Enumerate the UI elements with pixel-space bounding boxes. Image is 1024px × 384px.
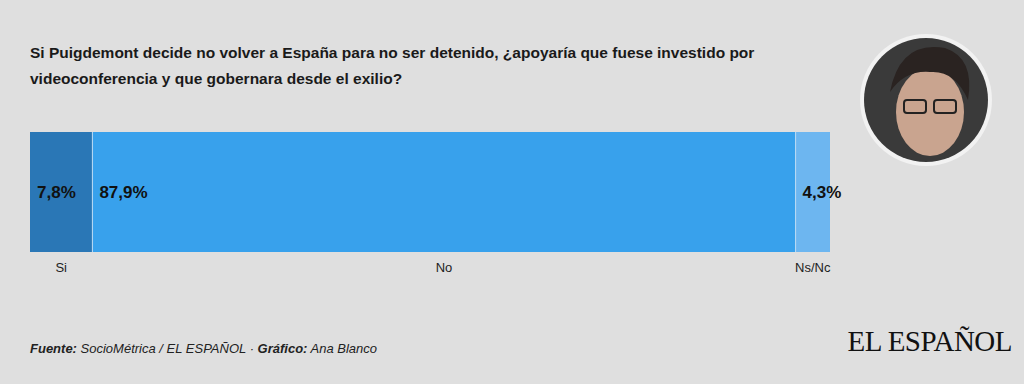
segment-name: Ns/Nc [795, 260, 831, 275]
photo-glasses [934, 100, 956, 113]
data-label: 7,8% [37, 183, 76, 202]
title: Si Puigdemont decide no volver a España … [30, 40, 840, 92]
page: {"chart_data": {"type": "bar", "orientat… [0, 0, 1024, 384]
bar-segment [30, 132, 92, 252]
bars [30, 132, 830, 252]
publisher: EL ESPAÑOL [848, 325, 1012, 358]
photo-ring [860, 34, 992, 166]
source: Fuente: SocioMétrica / EL ESPAÑOL · Gráf… [30, 341, 377, 356]
segment-separator [795, 132, 796, 252]
source-text: Ana Blanco [307, 341, 377, 356]
segment-name: Si [55, 260, 67, 275]
segment-name: No [436, 260, 453, 275]
bar-segment [92, 132, 795, 252]
source-label: Fuente: [30, 341, 77, 356]
data-label: 87,9% [99, 183, 147, 202]
source-label: Gráfico: [258, 341, 308, 356]
photo-bg [864, 38, 988, 162]
segment-separator [92, 132, 93, 252]
data-label: 4,3% [803, 183, 842, 202]
photo-hair [890, 47, 969, 100]
photo-face [896, 68, 964, 156]
source-text: SocioMétrica / EL ESPAÑOL · [77, 341, 258, 356]
photo-glasses [904, 100, 926, 113]
labels: 7,8% Si 87,9% No 4,3% Ns/Nc [37, 183, 841, 275]
photo [860, 34, 992, 166]
